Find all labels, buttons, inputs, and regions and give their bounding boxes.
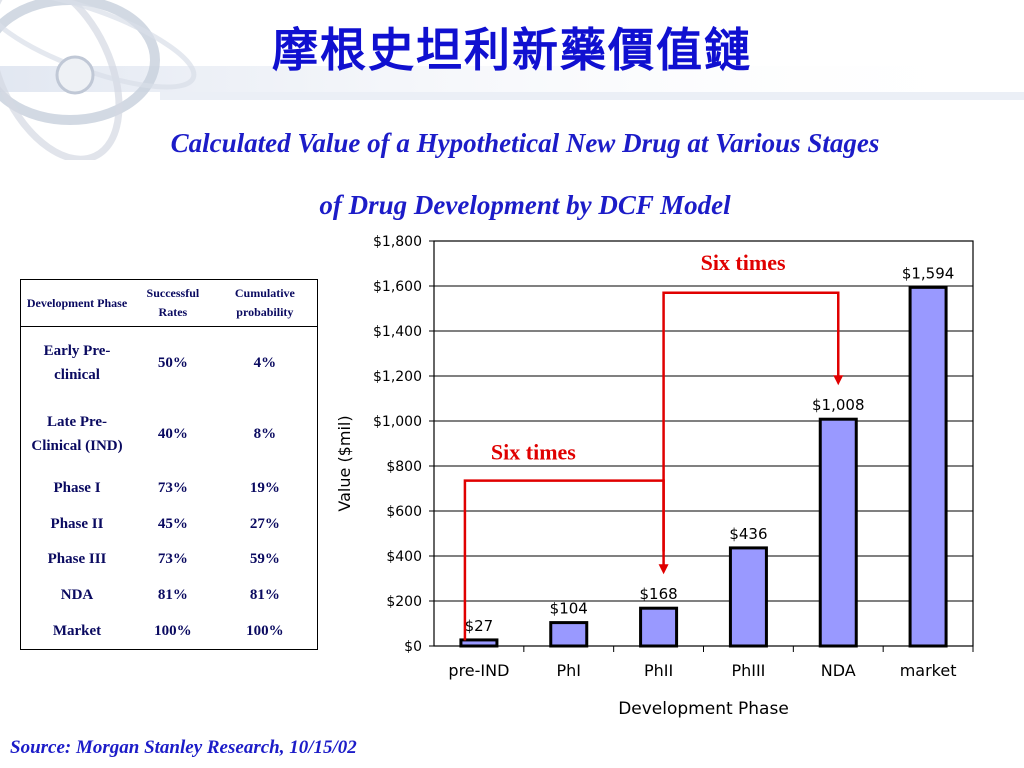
header-cumulative-probability: Cumulative probability — [212, 279, 318, 327]
y-tick-label: $400 — [386, 549, 422, 565]
six-times-label: Six times — [701, 250, 786, 275]
x-tick-label: market — [900, 661, 957, 680]
table-cell-cumulative: 4% — [253, 354, 277, 371]
table-row: Late Pre-Clinical (IND) 40% 8% — [21, 399, 318, 470]
y-tick-label: $200 — [386, 594, 422, 610]
six-times-annotation-2-arrowhead — [833, 375, 844, 386]
table-cell-rate: 81% — [157, 587, 188, 604]
table-cell-phase: NDA — [60, 587, 94, 604]
success-rate-table: Development Phase Successful Rates Cumul… — [20, 279, 318, 650]
bar-phiii — [728, 546, 768, 648]
data-label: $436 — [729, 525, 767, 543]
x-tick-label: PhII — [644, 661, 673, 680]
table-header-row: Development Phase Successful Rates Cumul… — [20, 279, 318, 327]
table-cell-rate: 73% — [157, 479, 188, 496]
header-successful-rates: Successful Rates — [133, 279, 213, 327]
x-tick-label: PhIII — [731, 661, 765, 680]
x-tick-label: NDA — [821, 661, 856, 680]
x-tick-label: pre-IND — [448, 661, 509, 680]
table-row: Early Pre-clinical 50% 4% — [21, 327, 318, 399]
table-row: Market 100% 100% — [21, 613, 318, 650]
x-tick-label: PhI — [556, 661, 581, 680]
drug-value-bar-chart: $0 $200 $400 $600 $800 $1,000 $1,200 $1,400 $1,6… — [335, 234, 974, 719]
table-row: Phase II 45% 27% — [21, 506, 318, 542]
table-cell-cumulative: 8% — [253, 426, 277, 443]
table-cell-cumulative: 27% — [249, 515, 280, 532]
y-tick-label: $600 — [386, 504, 422, 520]
six-times-annotation-1-arrowhead — [658, 564, 669, 575]
bar-nda — [818, 417, 858, 648]
table-cell-cumulative: 100% — [246, 623, 284, 639]
bar-pre-ind — [459, 638, 499, 648]
table-cell-rate: 73% — [157, 551, 188, 568]
y-tick-label: $1,800 — [373, 234, 422, 250]
table-cell-rate: 50% — [157, 354, 188, 371]
data-label: $104 — [550, 600, 588, 618]
table-row: Phase I 73% 19% — [21, 470, 318, 506]
table-cell-rate: 100% — [154, 623, 192, 639]
table-cell-cumulative: 59% — [249, 551, 280, 568]
bar-phi — [549, 621, 589, 648]
six-times-label: Six times — [491, 440, 576, 465]
table-cell-rate: 45% — [157, 515, 188, 532]
header-development-phase: Development Phase — [20, 279, 133, 327]
x-axis-title: Development Phase — [618, 699, 789, 719]
source-citation: Source: Morgan Stanley Research, 10/15/0… — [10, 737, 357, 758]
page-title: 摩根史坦利新藥價值鏈 — [272, 23, 752, 77]
table-cell-phase: Early Pre-clinical — [43, 342, 111, 383]
y-tick-label: $1,600 — [373, 279, 422, 295]
data-label: $27 — [465, 617, 494, 635]
table-cell-phase: Market — [52, 623, 102, 639]
y-tick-label: $1,200 — [373, 369, 422, 385]
y-axis-title: Value ($mil) — [335, 415, 354, 511]
table-row: NDA 81% 81% — [21, 577, 318, 613]
y-tick-label: $800 — [386, 459, 422, 475]
data-label: $168 — [639, 585, 677, 603]
data-label: $1,594 — [902, 264, 955, 282]
subtitle-line-2: of Drug Development by DCF Model — [319, 190, 731, 220]
subtitle-line-1: Calculated Value of a Hypothetical New D… — [170, 128, 880, 158]
bar-market — [908, 285, 948, 648]
bar-phii — [639, 606, 679, 648]
table-cell-phase: Phase II — [50, 515, 104, 532]
table-cell-cumulative: 19% — [249, 479, 280, 496]
plot-area — [433, 240, 974, 647]
data-label: $1,008 — [812, 396, 865, 414]
y-tick-label: $1,400 — [373, 324, 422, 340]
y-tick-label: $0 — [404, 639, 422, 655]
y-tick-label: $1,000 — [373, 414, 422, 430]
six-times-annotation-2-bracket — [662, 291, 840, 552]
table-cell-phase: Late Pre-Clinical (IND) — [31, 414, 123, 455]
table-cell-cumulative: 81% — [249, 587, 280, 604]
table-row: Phase III 73% 59% — [21, 542, 318, 578]
table-cell-phase: Phase I — [53, 479, 101, 496]
table-cell-rate: 40% — [157, 426, 188, 443]
table-cell-phase: Phase III — [47, 551, 107, 568]
